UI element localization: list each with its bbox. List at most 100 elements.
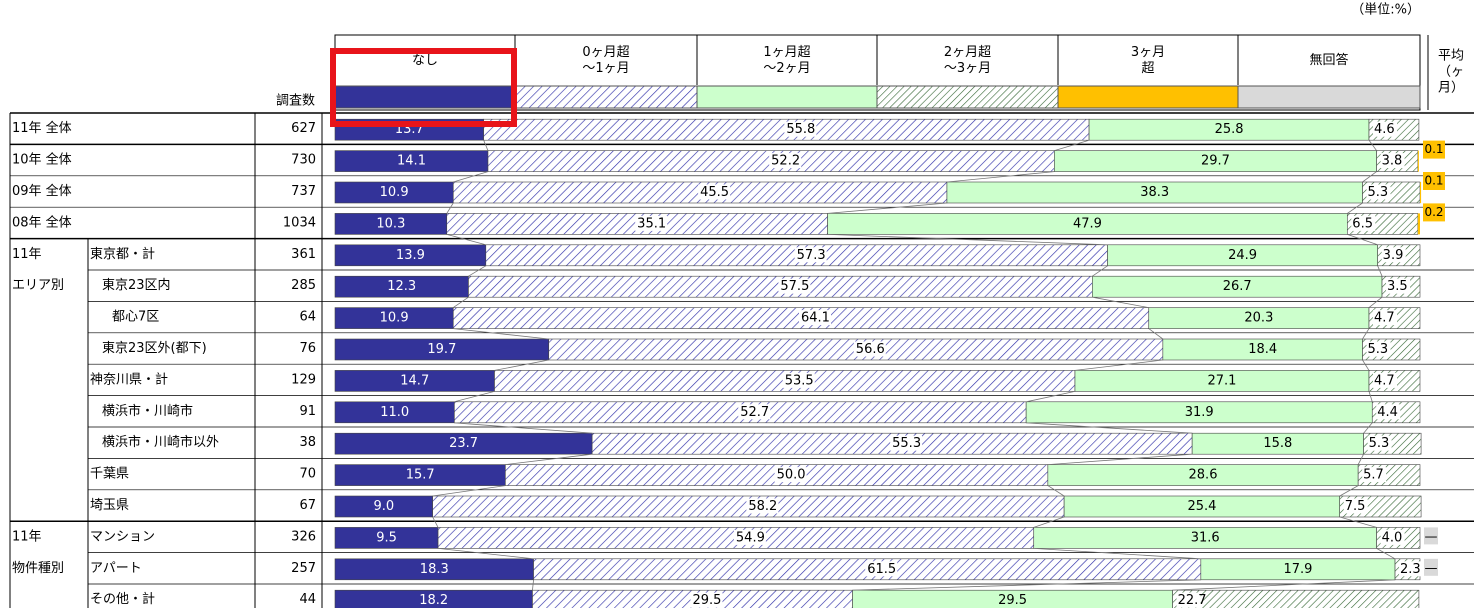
- label-bg: [1343, 498, 1368, 514]
- value-label: 29.7: [1201, 154, 1230, 169]
- row-label: 東京23区内: [102, 277, 171, 293]
- connector: [453, 296, 469, 308]
- n-label: 70: [299, 467, 316, 482]
- n-label: 67: [299, 498, 316, 513]
- value-label: 13.9: [396, 248, 425, 263]
- label-box: [1423, 203, 1445, 222]
- label-bg: [738, 404, 771, 420]
- value-label: 2.3: [1400, 562, 1421, 577]
- row-label: マンション: [90, 529, 155, 544]
- label-bg: [1366, 184, 1391, 200]
- n-label: 38: [299, 435, 316, 450]
- connector: [432, 485, 506, 497]
- connector: [1362, 328, 1370, 340]
- value-label: 29.5: [693, 593, 722, 608]
- value-label: 25.8: [1215, 122, 1244, 137]
- label-bg: [890, 435, 923, 451]
- connector: [1339, 485, 1359, 497]
- value-label: 0.2: [1424, 205, 1443, 219]
- n-label: 730: [291, 153, 316, 168]
- bar: [1420, 182, 1422, 203]
- value-label: —: [1425, 529, 1438, 544]
- value-label: 5.3: [1367, 185, 1388, 200]
- n-label: 1034: [283, 215, 316, 230]
- legend-label: 2ヶ月超～3ヶ月: [944, 45, 991, 76]
- connector: [1376, 548, 1396, 560]
- label-bg: [784, 121, 817, 137]
- n-label: 129: [291, 372, 316, 387]
- connector: [1092, 265, 1108, 277]
- value-label: 10.9: [380, 311, 409, 326]
- connector: [453, 171, 489, 183]
- value-label: 50.0: [777, 468, 806, 483]
- connector: [1357, 454, 1364, 465]
- value-label: 31.6: [1191, 530, 1220, 545]
- row-label: その他・計: [90, 591, 155, 607]
- value-label: 20.3: [1244, 311, 1273, 326]
- avg-header: 平均: [1438, 49, 1464, 64]
- connector: [1054, 139, 1090, 151]
- connector: [827, 234, 1108, 246]
- row-label: 神奈川県・計: [90, 371, 168, 387]
- value-label: 26.7: [1223, 279, 1252, 294]
- label-bg: [690, 592, 723, 608]
- connector: [1033, 516, 1065, 528]
- n-label: 361: [291, 247, 316, 262]
- value-label: 7.5: [1345, 499, 1366, 514]
- connector: [1047, 485, 1065, 497]
- label-bg: [1381, 247, 1406, 263]
- bar: [1417, 213, 1420, 235]
- connector: [1362, 171, 1377, 183]
- row-label: 09年 全体: [12, 183, 72, 199]
- n-label: 627: [291, 121, 316, 136]
- n-label: 44: [299, 592, 316, 607]
- value-label: 29.5: [998, 593, 1027, 608]
- label-bg: [853, 341, 886, 357]
- label-bg: [1373, 372, 1398, 388]
- value-label: 12.3: [387, 279, 416, 294]
- value-label: 10.3: [376, 216, 405, 231]
- connector: [852, 579, 1201, 591]
- value-label: 4.0: [1382, 530, 1403, 545]
- n-label: 257: [291, 561, 316, 576]
- legend-label: 3ヶ月超: [1131, 45, 1165, 76]
- n-label: 326: [291, 529, 316, 544]
- avg-header: 月）: [1438, 81, 1464, 96]
- value-label: 45.5: [700, 185, 729, 200]
- value-label: 4.7: [1374, 373, 1395, 388]
- label-bg: [799, 310, 832, 326]
- connector: [468, 265, 487, 277]
- connector: [446, 202, 454, 214]
- value-label: 18.3: [420, 562, 449, 577]
- label-bg: [1376, 404, 1401, 420]
- value-label: 15.7: [406, 468, 435, 483]
- value-label: 22.7: [1178, 593, 1207, 608]
- value-label: 64.1: [801, 311, 830, 326]
- label-bg: [1367, 435, 1392, 451]
- value-label: 0.1: [1424, 142, 1443, 156]
- value-label: —: [1425, 561, 1438, 576]
- value-label: 47.9: [1073, 216, 1102, 231]
- label-bg: [782, 372, 815, 388]
- label-bg: [1373, 310, 1398, 326]
- label-bg: [746, 498, 779, 514]
- row-label: 東京都・計: [90, 246, 155, 262]
- unit-label: （単位:%）: [1351, 2, 1420, 18]
- value-label: 56.6: [856, 342, 885, 357]
- connector: [1368, 296, 1383, 308]
- value-label: 14.7: [400, 373, 429, 388]
- group-label: 11年: [12, 529, 42, 544]
- row-label: 08年 全体: [12, 214, 72, 230]
- value-label: 55.8: [786, 122, 815, 137]
- connector: [438, 548, 534, 560]
- legend-label: なし: [412, 53, 438, 68]
- connector: [1368, 139, 1377, 151]
- value-label: 14.1: [397, 154, 426, 169]
- label-bg: [1362, 467, 1387, 483]
- value-label: 11.0: [380, 405, 409, 420]
- dash-box: [1424, 558, 1438, 576]
- value-label: 28.6: [1189, 468, 1218, 483]
- value-label: 18.4: [1248, 342, 1277, 357]
- connector: [1347, 234, 1378, 246]
